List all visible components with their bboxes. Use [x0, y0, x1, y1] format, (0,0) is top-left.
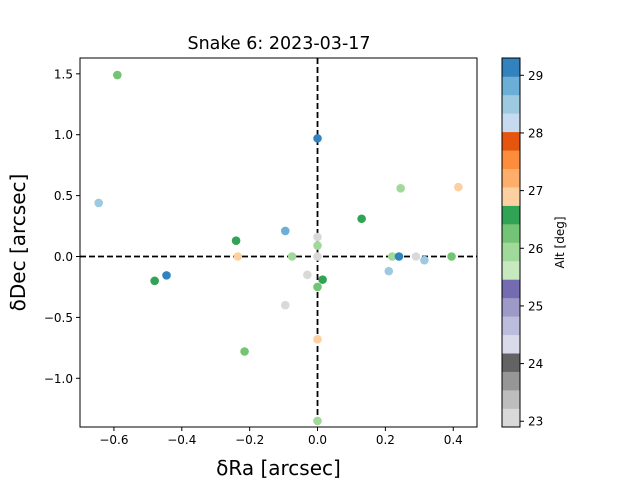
scatter-point-5	[233, 252, 243, 261]
y-axis-label: δDec [arcsec]	[6, 174, 30, 312]
scatter-point-11	[313, 134, 322, 143]
colorbar-segment-7	[502, 279, 520, 299]
colorbar-tick-label-6: 29	[528, 69, 543, 83]
colorbar-segment-0	[502, 408, 520, 428]
scatter-point-21	[387, 252, 397, 261]
y-tick-label-1: −0.5	[44, 311, 73, 325]
scatter-point-20	[384, 266, 394, 276]
colorbar: 23 24 25 26 27 28 29 Alt [deg]	[501, 57, 567, 429]
colorbar-frame	[501, 57, 521, 428]
scatter-point-3	[162, 271, 171, 280]
scatter-point-9	[287, 252, 297, 261]
scatter-point-26	[447, 252, 456, 261]
colorbar-segment-12	[502, 187, 520, 206]
colorbar-segment-17	[502, 94, 520, 114]
x-axis-label: δRa [arcsec]	[216, 456, 341, 480]
scatter-point-24	[411, 252, 421, 261]
colorbar-segment-5	[502, 316, 520, 336]
scatter-point-14	[313, 252, 322, 261]
colorbar-tick-label-0: 23	[528, 415, 543, 429]
plot-frame	[79, 57, 478, 428]
colorbar-segment-1	[502, 390, 520, 409]
colorbar-segment-16	[502, 113, 520, 133]
colorbar-segment-18	[502, 76, 520, 96]
x-tick-label-4: 0.2	[376, 433, 395, 447]
scatter-point-25	[420, 255, 429, 265]
scatter-point-13	[313, 241, 322, 250]
colorbar-tick-label-1: 24	[528, 357, 543, 371]
scatter-point-16	[313, 335, 322, 344]
colorbar-tick-label-4: 27	[528, 184, 543, 198]
colorbar-segment-10	[502, 224, 520, 243]
scatter-point-19	[357, 214, 366, 224]
chart-title: Snake 6: 2023-03-17	[187, 34, 370, 54]
colorbar-segment-19	[502, 58, 520, 77]
colorbar-segment-3	[502, 353, 520, 372]
colorbar-tick-label-2: 25	[528, 299, 543, 313]
scatter-point-8	[280, 300, 290, 310]
scatter-point-22	[396, 184, 405, 193]
scatter-point-4	[231, 236, 241, 245]
colorbar-segment-6	[502, 297, 520, 317]
x-tick-label-0: −0.6	[99, 433, 128, 447]
colorbar-segment-11	[502, 205, 520, 225]
axes: −0.6 −0.4 −0.2 0.0 0.2 0.4 −1.0 −0.5 0.0 0.5 1.0 1.…	[6, 57, 478, 480]
y-tick-label-3: 0.5	[54, 189, 73, 203]
scatter-point-2	[150, 276, 159, 286]
scatter-point-18	[318, 275, 327, 284]
y-tick-label-2: 0.0	[54, 250, 73, 264]
scatter-point-27	[454, 182, 463, 192]
x-tick-label-1: −0.4	[167, 433, 196, 447]
scatter-point-0	[113, 70, 122, 80]
colorbar-segment-8	[502, 260, 520, 280]
colorbar-segment-9	[502, 242, 520, 262]
x-tick-label-2: −0.2	[235, 433, 264, 447]
scatter-point-23	[394, 252, 404, 261]
colorbar-segment-15	[502, 131, 520, 151]
scatter-point-17	[313, 416, 322, 426]
x-tick-label-5: 0.4	[444, 433, 463, 447]
scatter-point-6	[240, 347, 249, 356]
scatter-point-15	[313, 282, 322, 292]
colorbar-segment-13	[502, 168, 520, 188]
scatter-point-1	[94, 198, 103, 208]
y-tick-label-0: −1.0	[44, 372, 73, 386]
colorbar-tick-label-5: 28	[528, 126, 543, 140]
scatter-point-7	[280, 226, 290, 236]
y-tick-label-4: 1.0	[54, 128, 73, 142]
y-tick-label-5: 1.5	[54, 67, 73, 81]
scatter-point-10	[303, 270, 312, 280]
colorbar-label: Alt [deg]	[553, 216, 567, 268]
colorbar-tick-label-3: 26	[528, 242, 543, 256]
colorbar-segment-4	[502, 334, 520, 354]
colorbar-segment-14	[502, 150, 520, 169]
x-tick-label-3: 0.0	[308, 433, 327, 447]
colorbar-segment-2	[502, 371, 520, 391]
scatter-point-12	[313, 232, 322, 242]
